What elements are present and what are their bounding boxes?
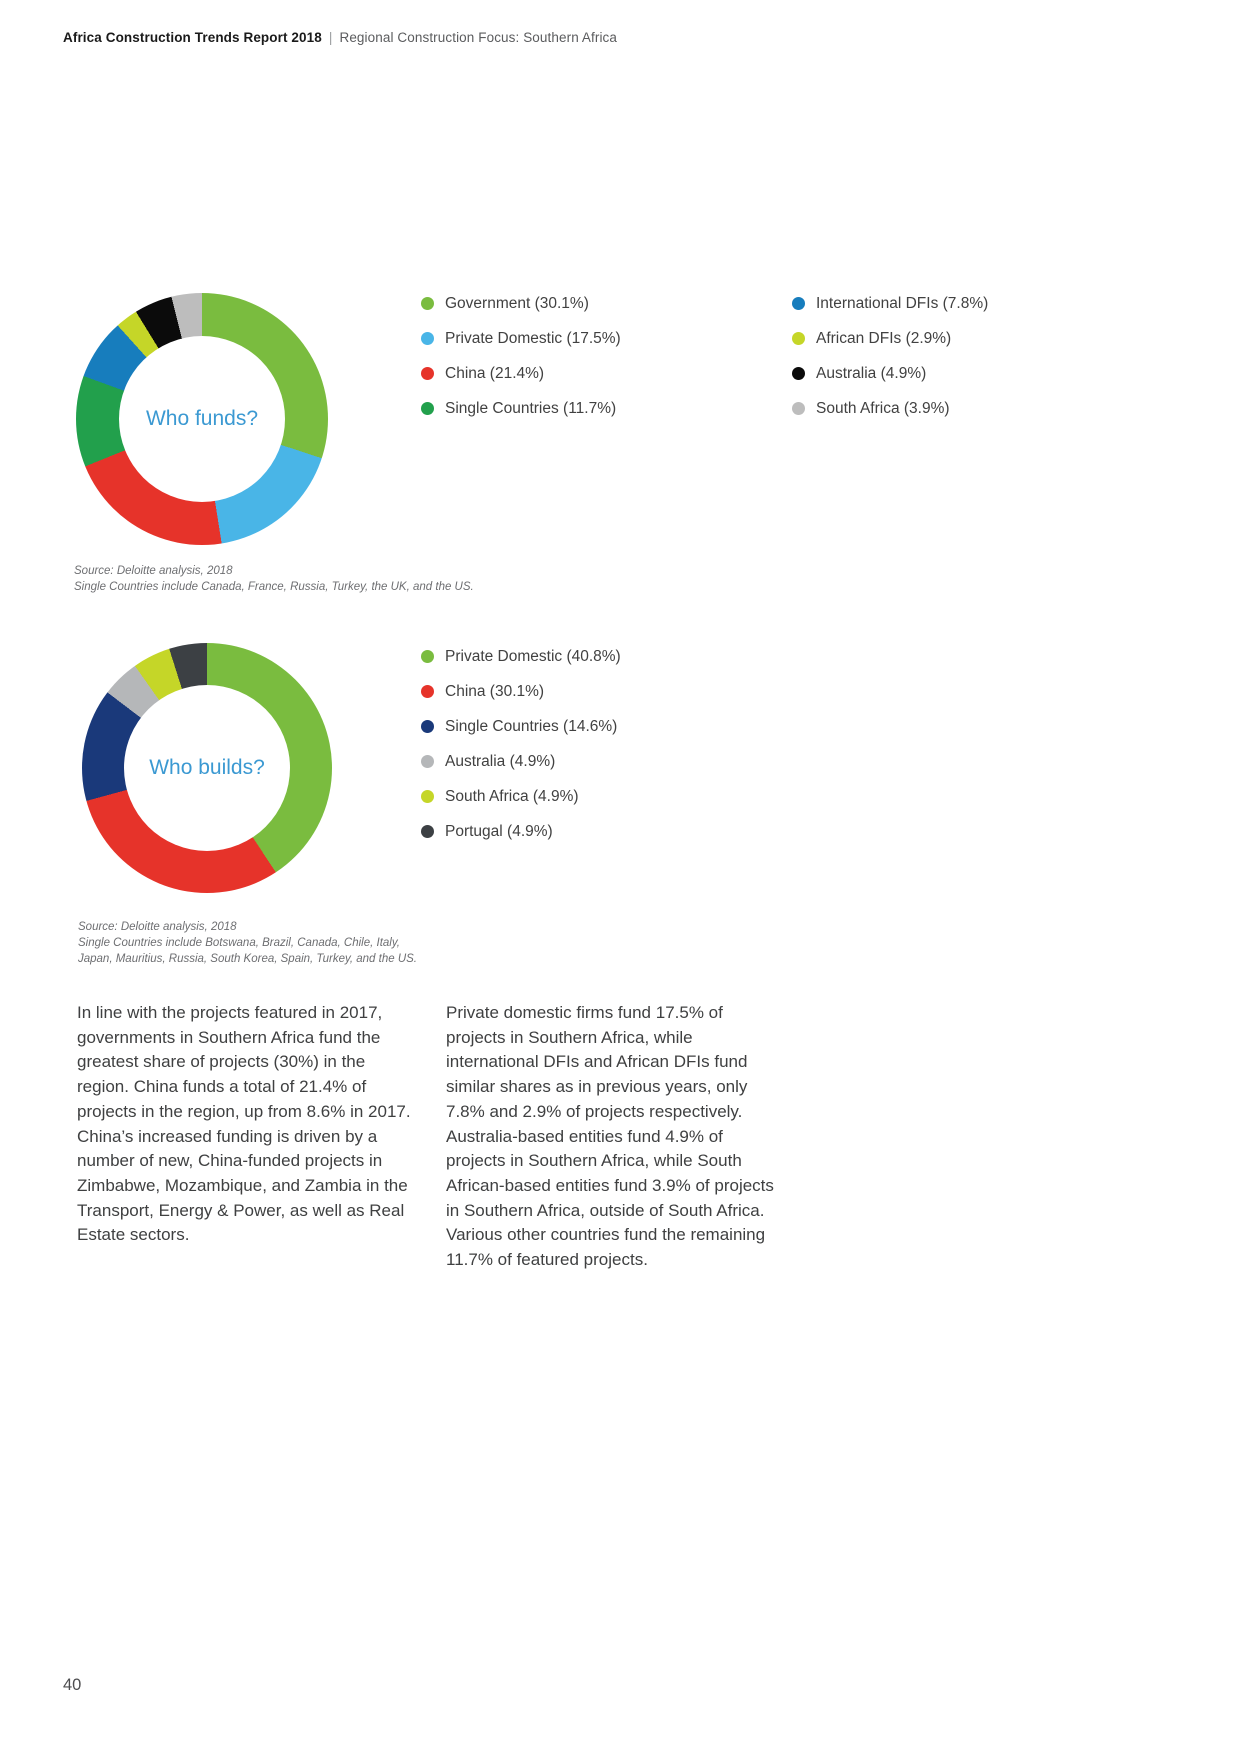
who-builds-donut-chart: Who builds? (82, 643, 332, 893)
source-line: Japan, Mauritius, Russia, South Korea, S… (78, 953, 417, 965)
who-funds-chart-title: Who funds? (145, 407, 259, 430)
legend-label: Australia (4.9%) (816, 364, 927, 382)
header-separator: | (328, 30, 333, 45)
legend-item-international-dfis: International DFIs (7.8%) (792, 286, 988, 321)
legend-label: Government (30.1%) (445, 294, 589, 312)
legend-label: South Africa (4.9%) (445, 787, 579, 805)
body-paragraph-right: Private domestic firms fund 17.5% of pro… (446, 1003, 774, 1270)
who-funds-donut-chart: Who funds? (76, 293, 328, 545)
legend-color-dot (421, 720, 434, 733)
legend-label: Private Domestic (17.5%) (445, 329, 621, 347)
legend-color-dot (421, 402, 434, 415)
who-funds-donut-center: Who funds? (119, 336, 285, 502)
legend-label: International DFIs (7.8%) (816, 294, 989, 312)
legend-item-government: Government (30.1%) (421, 286, 621, 321)
legend-label: Private Domestic (40.8%) (445, 647, 621, 665)
legend-label: South Africa (3.9%) (816, 399, 950, 417)
source-line: Source: Deloitte analysis, 2018 (78, 921, 237, 933)
legend-label: Portugal (4.9%) (445, 822, 553, 840)
section-title: Regional Construction Focus: Southern Af… (339, 30, 618, 45)
legend-color-dot (421, 367, 434, 380)
legend-item-portugal: Portugal (4.9%) (421, 814, 621, 849)
legend-color-dot (421, 297, 434, 310)
legend-label: Single Countries (11.7%) (445, 399, 617, 417)
legend-color-dot (792, 402, 805, 415)
source-line: Single Countries include Canada, France,… (74, 581, 474, 593)
legend-item-single-countries: Single Countries (11.7%) (421, 391, 621, 426)
legend-color-dot (421, 825, 434, 838)
who-builds-legend: Private Domestic (40.8%) China (30.1%) Sin… (421, 639, 621, 849)
legend-label: China (21.4%) (445, 364, 545, 382)
who-funds-legend-column-1: Government (30.1%) Private Domestic (17.5… (421, 286, 621, 426)
who-funds-source-note: Source: Deloitte analysis, 2018 Single Co… (74, 563, 474, 595)
page-header: Africa Construction Trends Report 2018 | R… (63, 30, 617, 45)
legend-color-dot (421, 332, 434, 345)
legend-item-south-africa: South Africa (3.9%) (792, 391, 988, 426)
legend-item-china: China (30.1%) (421, 674, 621, 709)
who-builds-donut-center: Who builds? (124, 685, 290, 851)
legend-color-dot (792, 332, 805, 345)
legend-label: Single Countries (14.6%) (445, 717, 618, 735)
body-paragraph-left: In line with the projects featured in 20… (77, 1003, 411, 1245)
legend-item-australia: Australia (4.9%) (792, 356, 988, 391)
legend-color-dot (421, 755, 434, 768)
page-number: 40 (63, 1676, 82, 1694)
report-title: Africa Construction Trends Report 2018 (63, 30, 322, 45)
legend-item-african-dfis: African DFIs (2.9%) (792, 321, 988, 356)
who-builds-source-note: Source: Deloitte analysis, 2018 Single Co… (78, 919, 417, 967)
who-builds-chart-title: Who builds? (149, 756, 265, 779)
legend-label: China (30.1%) (445, 682, 545, 700)
who-funds-legend-column-2: International DFIs (7.8%) African DFIs (2… (792, 286, 988, 426)
legend-item-private-domestic: Private Domestic (17.5%) (421, 321, 621, 356)
source-line: Single Countries include Botswana, Brazi… (78, 937, 400, 949)
legend-item-australia: Australia (4.9%) (421, 744, 621, 779)
legend-color-dot (792, 367, 805, 380)
legend-color-dot (421, 790, 434, 803)
legend-color-dot (421, 685, 434, 698)
legend-item-private-domestic: Private Domestic (40.8%) (421, 639, 621, 674)
legend-item-single-countries: Single Countries (14.6%) (421, 709, 621, 744)
legend-label: African DFIs (2.9%) (816, 329, 952, 347)
legend-color-dot (421, 650, 434, 663)
legend-label: Australia (4.9%) (445, 752, 556, 770)
legend-item-china: China (21.4%) (421, 356, 621, 391)
legend-color-dot (792, 297, 805, 310)
legend-item-south-africa: South Africa (4.9%) (421, 779, 621, 814)
source-line: Source: Deloitte analysis, 2018 (74, 565, 233, 577)
